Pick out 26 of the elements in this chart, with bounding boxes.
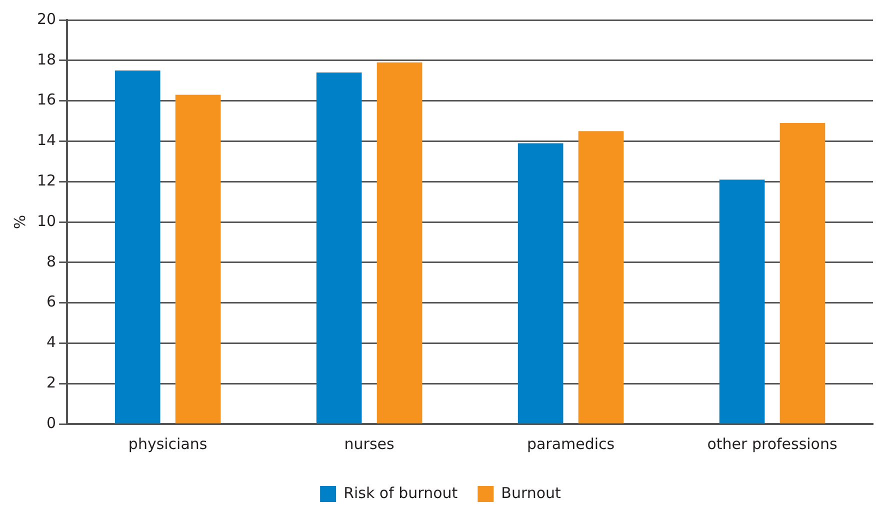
- y-tick-label: 4: [46, 333, 56, 352]
- bar: [780, 123, 826, 424]
- bar: [518, 143, 564, 424]
- y-tick-label: 12: [36, 171, 56, 190]
- y-tick-label: 18: [36, 50, 56, 68]
- x-tick-label: other professions: [707, 434, 838, 453]
- bar: [719, 180, 765, 424]
- bar: [114, 70, 160, 424]
- y-tick-label: 6: [46, 292, 56, 311]
- legend-label: Risk of burnout: [344, 484, 458, 502]
- x-tick-label: paramedics: [526, 434, 615, 453]
- x-tick-label: physicians: [128, 434, 208, 453]
- bar: [316, 72, 362, 424]
- legend-label: Burnout: [501, 484, 562, 502]
- bar: [175, 94, 221, 424]
- y-axis-title: %: [10, 214, 29, 230]
- y-tick-label: 14: [36, 131, 56, 150]
- y-tick-label: 8: [46, 252, 56, 270]
- y-tick-label: 20: [36, 10, 56, 28]
- bar: [578, 131, 624, 424]
- x-tick-label: nurses: [344, 434, 395, 453]
- y-tick-label: 0: [46, 414, 56, 432]
- y-tick-label: 2: [46, 373, 56, 392]
- y-tick-label: 10: [36, 212, 56, 230]
- y-tick-label: 16: [36, 90, 56, 109]
- bar: [376, 62, 422, 424]
